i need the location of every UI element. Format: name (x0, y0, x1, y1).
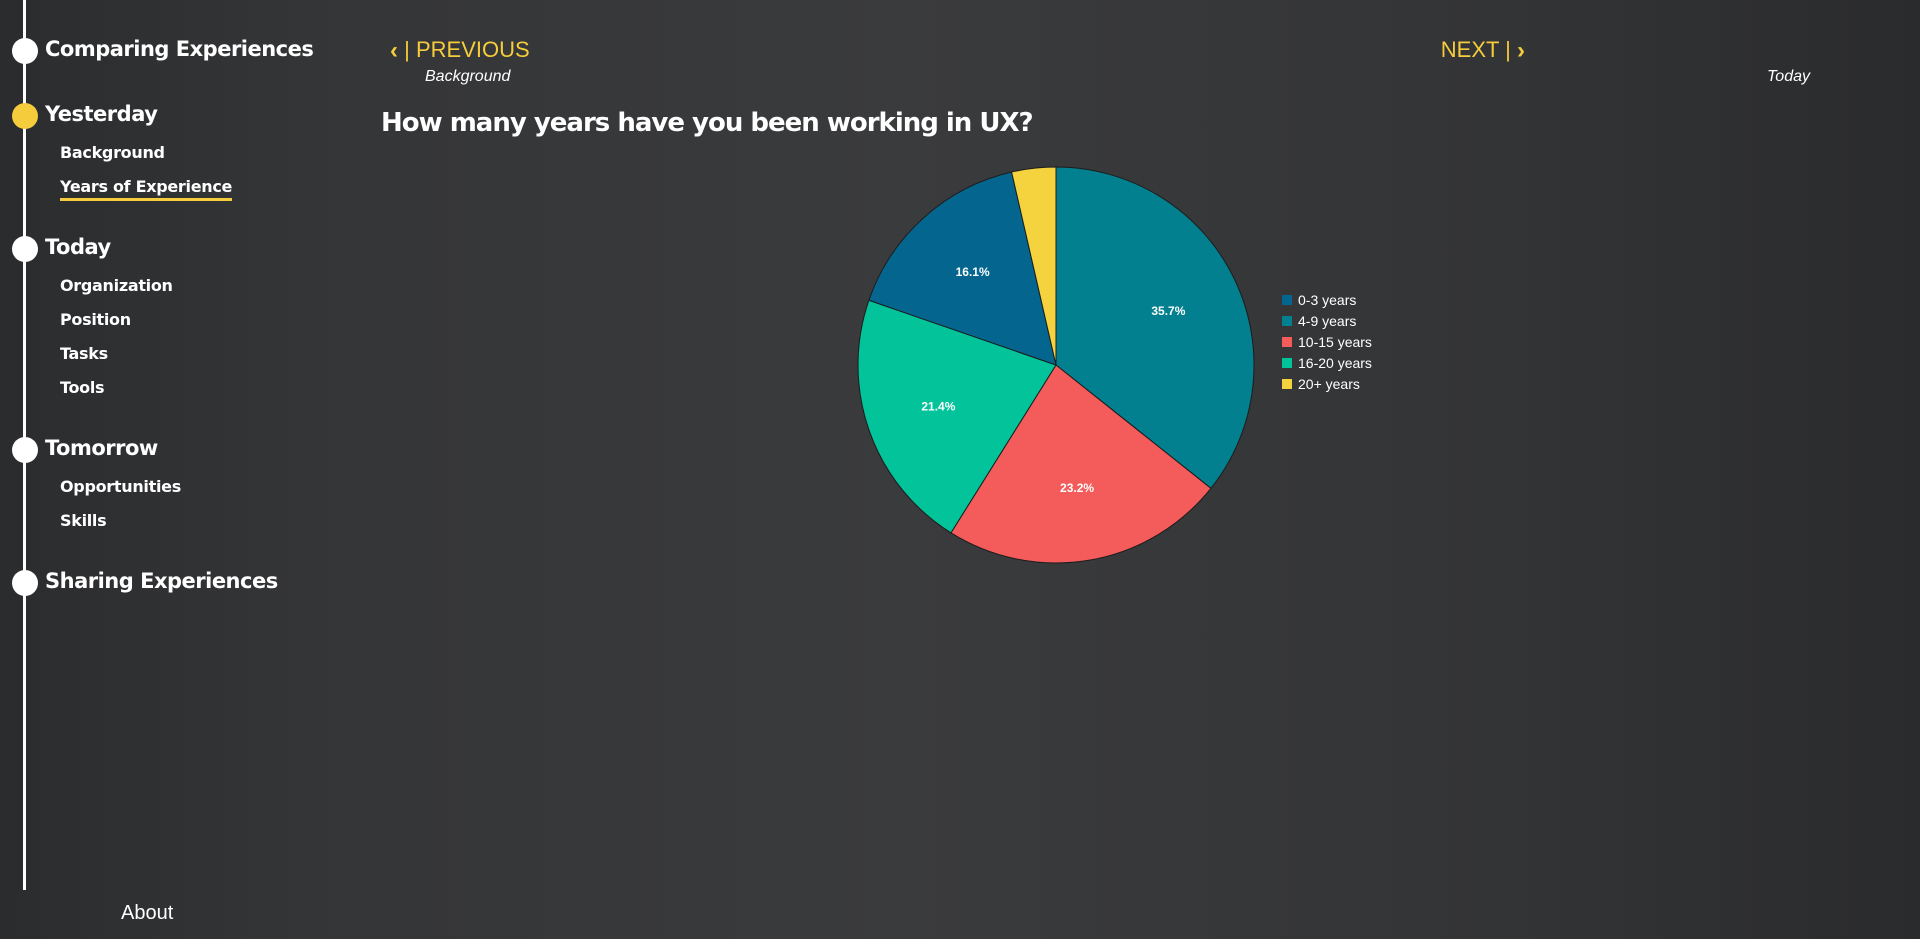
pie-data-label: 21.4% (921, 400, 955, 414)
legend-label: 20+ years (1298, 376, 1360, 392)
legend-label: 10-15 years (1298, 334, 1372, 350)
timeline-dot[interactable] (12, 236, 38, 262)
sidebar-section-title[interactable]: Today (45, 235, 111, 259)
next-subtitle: Today (1767, 68, 1810, 85)
about-link[interactable]: About (121, 902, 174, 924)
legend-item[interactable]: 0-3 years (1282, 292, 1356, 308)
pie-data-label: 16.1% (956, 265, 990, 279)
timeline-dot[interactable] (12, 103, 38, 129)
legend-swatch (1282, 316, 1292, 326)
sidebar-item-skills[interactable]: Skills (60, 511, 107, 530)
legend-swatch (1282, 337, 1292, 347)
pie-slice-10-15-years[interactable] (950, 364, 1212, 564)
pie-slice-20plus-years[interactable] (1010, 166, 1057, 366)
sidebar-item-years-of-experience[interactable]: Years of Experience (60, 177, 232, 201)
legend-label: 0-3 years (1298, 292, 1356, 308)
pie-data-label: 23.2% (1060, 481, 1094, 495)
pie-slice-4-9-years[interactable] (1055, 166, 1255, 490)
legend-label: 4-9 years (1298, 313, 1356, 329)
legend-item[interactable]: 10-15 years (1282, 334, 1372, 350)
chevron-right-icon: › (1517, 37, 1525, 64)
timeline-dot[interactable] (12, 38, 38, 64)
timeline-dot[interactable] (12, 570, 38, 596)
legend-item[interactable]: 4-9 years (1282, 313, 1356, 329)
pie-slice-0-3-years[interactable] (868, 171, 1057, 366)
sidebar-section-title[interactable]: Tomorrow (45, 436, 158, 460)
page-title: How many years have you been working in … (381, 108, 1034, 138)
sidebar-item-tools[interactable]: Tools (60, 378, 105, 397)
next-label: NEXT | (1440, 37, 1511, 62)
pie-slice-16-20-years[interactable] (857, 299, 1057, 534)
sidebar-item-organization[interactable]: Organization (60, 276, 173, 295)
legend-swatch (1282, 295, 1292, 305)
previous-label: | PREVIOUS (404, 37, 530, 62)
previous-button[interactable]: ‹ | PREVIOUS (390, 37, 530, 65)
sidebar-item-position[interactable]: Position (60, 310, 131, 329)
sidebar-item-background[interactable]: Background (60, 143, 165, 162)
legend-item[interactable]: 16-20 years (1282, 355, 1372, 371)
chevron-left-icon: ‹ (390, 37, 398, 64)
pie-data-label: 35.7% (1151, 304, 1185, 318)
sidebar-section-title[interactable]: Sharing Experiences (45, 569, 278, 593)
sidebar-section-title[interactable]: Comparing Experiences (45, 37, 314, 61)
sidebar-section-title[interactable]: Yesterday (45, 102, 158, 126)
pie-chart-svg: 35.7% 23.2% 21.4% 16.1% 0-3 years 4-9 years 10… (857, 166, 1372, 564)
next-button[interactable]: NEXT | › (1441, 37, 1525, 65)
legend-label: 16-20 years (1298, 355, 1372, 371)
previous-subtitle: Background (425, 68, 511, 85)
legend-swatch (1282, 358, 1292, 368)
legend-item[interactable]: 20+ years (1282, 376, 1360, 392)
legend-swatch (1282, 379, 1292, 389)
sidebar: Comparing Experiences Yesterday Background… (0, 0, 314, 939)
timeline-dot[interactable] (12, 437, 38, 463)
pie-chart: 35.7% 23.2% 21.4% 16.1% 0-3 years 4-9 years 10… (840, 150, 1400, 590)
sidebar-item-opportunities[interactable]: Opportunities (60, 477, 181, 496)
sidebar-item-tasks[interactable]: Tasks (60, 344, 108, 363)
